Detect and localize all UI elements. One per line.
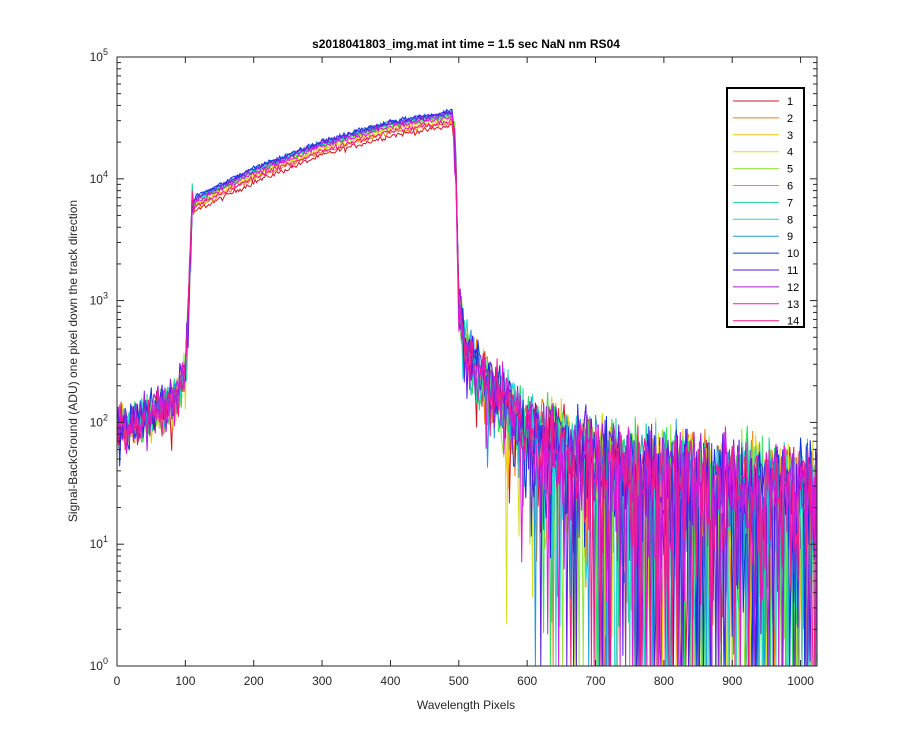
y-tick-label: 101 [90, 534, 108, 551]
y-axis-label: Signal-BackGround (ADU) one pixel down t… [66, 200, 80, 522]
x-tick-label: 600 [517, 674, 537, 688]
x-tick-label: 0 [114, 674, 121, 688]
y-tick-label: 102 [90, 412, 108, 429]
legend-label-6: 6 [787, 181, 793, 193]
x-tick-label: 900 [722, 674, 742, 688]
x-tick-label: 800 [654, 674, 674, 688]
x-tick-label: 400 [380, 674, 400, 688]
y-tick-label: 103 [90, 291, 108, 308]
legend-label-2: 2 [787, 113, 793, 125]
x-tick-label: 300 [312, 674, 332, 688]
legend-label-4: 4 [787, 147, 793, 159]
legend-label-7: 7 [787, 197, 793, 209]
y-tick-label: 104 [90, 169, 108, 186]
legend-label-14: 14 [787, 316, 799, 328]
y-tick-label: 100 [90, 656, 108, 673]
plot-area-frame [116, 56, 818, 667]
chart-title: s2018041803_img.mat int time = 1.5 sec N… [312, 37, 620, 51]
legend-label-1: 1 [787, 96, 793, 108]
legend-label-10: 10 [787, 248, 799, 260]
x-tick-label: 700 [586, 674, 606, 688]
legend-label-13: 13 [787, 299, 799, 311]
x-tick-label: 500 [449, 674, 469, 688]
series-line-14 [117, 118, 817, 666]
x-tick-label: 1000 [787, 674, 814, 688]
legend-label-11: 11 [787, 265, 798, 277]
series-line-13 [117, 113, 817, 666]
x-axis-label: Wavelength Pixels [417, 698, 515, 712]
x-tick-label: 100 [175, 674, 195, 688]
y-tick-label: 105 [90, 47, 108, 64]
legend-label-3: 3 [787, 130, 793, 142]
legend-label-9: 9 [787, 231, 793, 243]
series-layer [117, 108, 817, 666]
legend-label-5: 5 [787, 164, 793, 176]
legend-label-8: 8 [787, 214, 793, 226]
ticks-layer: 0 100 200 300 400 500 600 700 800 900 100010010110… [90, 47, 817, 688]
legend-label-12: 12 [787, 282, 799, 294]
x-tick-label: 200 [244, 674, 264, 688]
